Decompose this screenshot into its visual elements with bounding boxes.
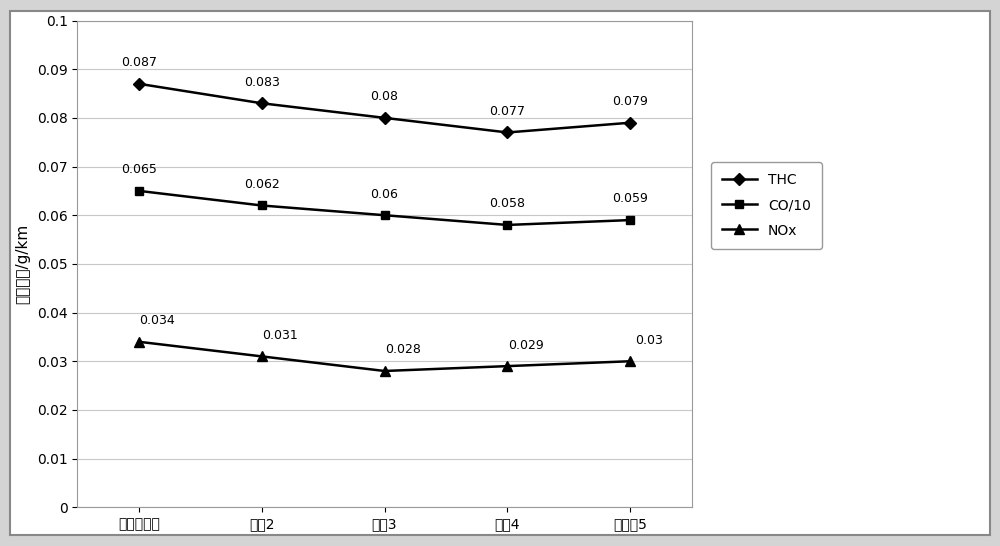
Line: NOx: NOx (134, 337, 635, 376)
CO/10 (379, 212, 391, 218)
Text: 0.031: 0.031 (262, 329, 298, 342)
Text: 0.059: 0.059 (612, 193, 648, 205)
Line: CO/10: CO/10 (135, 187, 634, 229)
CO/10 (256, 202, 268, 209)
Text: 0.077: 0.077 (489, 105, 525, 118)
THC (256, 100, 268, 106)
Text: 0.083: 0.083 (244, 76, 280, 88)
Text: 0.028: 0.028 (385, 343, 421, 357)
Text: 0.029: 0.029 (508, 339, 544, 352)
NOx (133, 339, 145, 345)
THC (133, 80, 145, 87)
Y-axis label: 排放结果/g/km: 排放结果/g/km (15, 224, 30, 304)
THC (624, 120, 636, 126)
Text: 0.065: 0.065 (121, 163, 157, 176)
NOx (624, 358, 636, 365)
THC (501, 129, 513, 136)
CO/10 (624, 217, 636, 223)
NOx (379, 367, 391, 374)
Text: 0.079: 0.079 (612, 95, 648, 108)
CO/10 (133, 188, 145, 194)
THC (379, 115, 391, 121)
Text: 0.058: 0.058 (489, 197, 525, 210)
Text: 0.08: 0.08 (371, 90, 399, 103)
Text: 0.03: 0.03 (635, 334, 663, 347)
NOx (501, 363, 513, 370)
NOx (256, 353, 268, 360)
Text: 0.062: 0.062 (244, 178, 280, 191)
Line: THC: THC (135, 80, 634, 136)
Text: 0.034: 0.034 (139, 314, 175, 327)
Legend: THC, CO/10, NOx: THC, CO/10, NOx (711, 162, 822, 248)
Text: 0.087: 0.087 (121, 56, 157, 69)
CO/10 (501, 222, 513, 228)
Text: 0.06: 0.06 (371, 188, 398, 200)
